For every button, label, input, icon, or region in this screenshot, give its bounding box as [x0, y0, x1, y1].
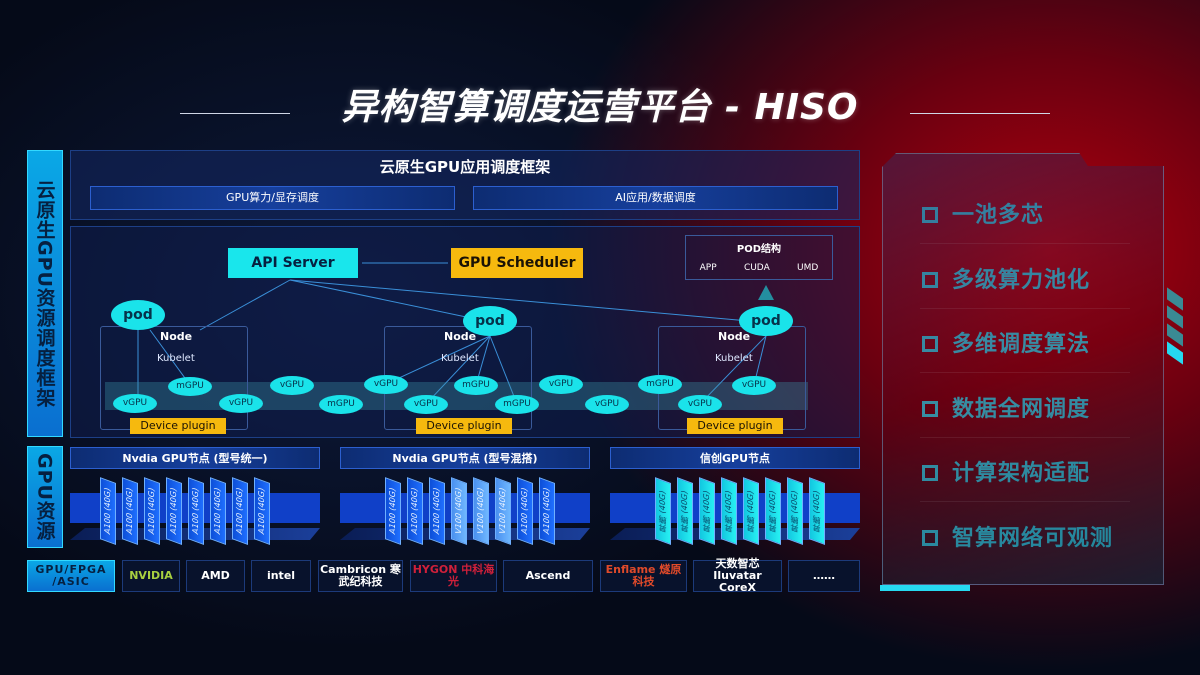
gpu-card: V100 (40G) [495, 477, 511, 545]
pod-bubble: pod [111, 300, 165, 330]
vendor-logo: NVIDIA [122, 560, 180, 592]
gpu-card: A100 (40G) [517, 477, 533, 545]
mgpu-bubble: mGPU [454, 376, 498, 395]
vgpu-bubble: vGPU [678, 395, 722, 414]
gpu-card: 昇腾 (40G) [809, 477, 825, 545]
deco-bar [880, 585, 970, 591]
device-plugin-box: Device plugin [130, 418, 226, 434]
node-label: Node [718, 330, 751, 343]
features-panel [882, 153, 1164, 585]
pod-item: UMD [797, 263, 819, 273]
gpu-node-header: 信创GPU节点 [610, 447, 860, 469]
node-label: Node [444, 330, 477, 343]
gpu-card: 昇腾 (40G) [765, 477, 781, 545]
title-deco-right [910, 113, 1050, 114]
gpu-card: 昇腾 (40G) [787, 477, 803, 545]
resources-side-label: GPU资源 [27, 446, 63, 548]
device-plugin-box: Device plugin [416, 418, 512, 434]
gpu-card: V100 (40G) [473, 477, 489, 545]
gpu-card: 昇腾 (40G) [699, 477, 715, 545]
gpu-card: A100 (40G) [232, 477, 248, 545]
title-deco-left [180, 113, 290, 114]
mgpu-bubble: mGPU [638, 375, 682, 394]
gpu-card: 昇腾 (40G) [721, 477, 737, 545]
chips-side-label: GPU/FPGA /ASIC [27, 560, 115, 592]
pod-structure-box: POD结构 APP CUDA UMD [685, 235, 833, 280]
vendor-logo: Cambricon 寒武纪科技 [318, 560, 403, 592]
framework-title: 云原生GPU应用调度框架 [379, 158, 551, 176]
kubelet-label: Kubelet [441, 353, 479, 364]
framework-side-label: 云原生GPU资源调度框架 [27, 150, 63, 437]
vendor-logo: …… [788, 560, 860, 592]
gpu-node-header: Nvdia GPU节点 (型号统一) [70, 447, 320, 469]
gpu-card: 昇腾 (40G) [677, 477, 693, 545]
pod-item: APP [699, 263, 717, 273]
gpu-card: A100 (40G) [539, 477, 555, 545]
pod-structure-title: POD结构 [736, 244, 782, 255]
vendor-logo: intel [251, 560, 311, 592]
gpu-card: V100 (40G) [451, 477, 467, 545]
gpu-card: A100 (40G) [429, 477, 445, 545]
page-title: 异构智算调度运营平台 - HISO [341, 87, 859, 128]
vgpu-bubble: vGPU [585, 395, 629, 414]
pod-bubble: pod [739, 306, 793, 336]
gpu-node-header: Nvdia GPU节点 (型号混搭) [340, 447, 590, 469]
pod-item: CUDA [743, 263, 770, 273]
gpu-card: A100 (40G) [122, 477, 138, 545]
mgpu-bubble: mGPU [319, 395, 363, 414]
connector-lines [137, 262, 774, 405]
kubelet-label: Kubelet [157, 353, 195, 364]
vgpu-bubble: vGPU [219, 394, 263, 413]
gpu-card: A100 (40G) [210, 477, 226, 545]
gpu-compute-bar: GPU算力/显存调度 [90, 186, 455, 210]
vgpu-bubble: vGPU [270, 376, 314, 395]
vgpu-bubble: vGPU [113, 394, 157, 413]
mgpu-bubble: mGPU [495, 395, 539, 414]
vendor-logo: AMD [186, 560, 245, 592]
gpu-card: A100 (40G) [188, 477, 204, 545]
pod-bubble: pod [463, 306, 517, 336]
gpu-card: A100 (40G) [254, 477, 270, 545]
vgpu-bubble: vGPU [732, 376, 776, 395]
gpu-card: 昇腾 (40G) [655, 477, 671, 545]
vgpu-bubble: vGPU [404, 395, 448, 414]
vendor-logo: Ascend [503, 560, 593, 592]
gpu-card: A100 (40G) [166, 477, 182, 545]
gpu-scheduler-box: GPU Scheduler [451, 248, 583, 278]
vendor-logo: HYGON 中科海光 [410, 560, 497, 592]
ai-data-bar: AI应用/数据调度 [473, 186, 838, 210]
vgpu-bubble: vGPU [539, 375, 583, 394]
api-server-box: API Server [228, 248, 358, 278]
device-plugin-box: Device plugin [687, 418, 783, 434]
gpu-card: 昇腾 (40G) [743, 477, 759, 545]
kubelet-label: Kubelet [715, 353, 753, 364]
vendor-logo: Enflame 燧原科技 [600, 560, 687, 592]
vgpu-bubble: vGPU [364, 375, 408, 394]
gpu-card: A100 (40G) [385, 477, 401, 545]
gpu-card: A100 (40G) [100, 477, 116, 545]
gpu-card: A100 (40G) [144, 477, 160, 545]
mgpu-bubble: mGPU [168, 377, 212, 396]
gpu-card: A100 (40G) [407, 477, 423, 545]
node-label: Node [160, 330, 193, 343]
vendor-logo: 天数智芯 Iluvatar CoreX [693, 558, 782, 594]
